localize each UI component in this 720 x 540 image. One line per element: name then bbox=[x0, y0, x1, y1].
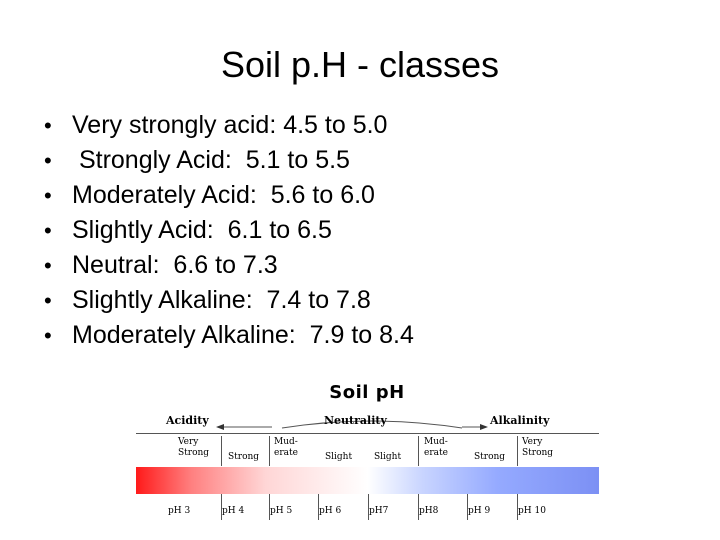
ph-gradient-bar bbox=[136, 467, 599, 494]
class-tick bbox=[517, 436, 518, 466]
ph-tick bbox=[368, 494, 369, 520]
class-label: Very Strong bbox=[522, 437, 554, 458]
list-item: • Neutral: 6.6 to 7.3 bbox=[44, 248, 414, 283]
class-label: Mud- erate bbox=[424, 437, 448, 458]
bullet-icon: • bbox=[44, 148, 52, 173]
class-tick bbox=[269, 436, 270, 466]
ph-label: pH 5 bbox=[270, 506, 293, 516]
class-tick bbox=[221, 436, 222, 466]
list-item: • Very strongly acid: 4.5 to 5.0 bbox=[44, 108, 414, 143]
bullet-icon: • bbox=[44, 253, 52, 278]
class-label: Strong bbox=[474, 452, 506, 462]
figure-title: Soil pH bbox=[329, 382, 405, 403]
alkalinity-label: Alkalinity bbox=[490, 414, 550, 427]
acidity-label: Acidity bbox=[166, 414, 209, 427]
list-item: • Strongly Acid: 5.1 to 5.5 bbox=[44, 143, 414, 178]
ph-tick bbox=[467, 494, 468, 520]
class-label: Strong bbox=[228, 452, 260, 462]
bullet-icon: • bbox=[44, 218, 52, 243]
bullet-icon: • bbox=[44, 323, 52, 348]
class-label: Slight bbox=[325, 452, 353, 462]
category-arrows bbox=[216, 420, 488, 430]
ph-tick bbox=[269, 494, 270, 520]
ph-tick bbox=[318, 494, 319, 520]
class-tick bbox=[418, 436, 419, 466]
ph-label: pH 6 bbox=[319, 506, 342, 516]
bullet-icon: • bbox=[44, 113, 52, 138]
ph-label: pH 4 bbox=[222, 506, 245, 516]
ph-label: pH8 bbox=[419, 506, 439, 516]
class-label: Slight bbox=[374, 452, 402, 462]
ph-label: pH7 bbox=[369, 506, 389, 516]
bullet-icon: • bbox=[44, 183, 52, 208]
bullet-icon: • bbox=[44, 288, 52, 313]
soil-ph-scale-figure: Soil pH Acidity Neutrality Alkalinity Ve… bbox=[132, 380, 602, 530]
list-item: • Moderately Alkaline: 7.9 to 8.4 bbox=[44, 318, 414, 353]
acidity-arrowhead bbox=[216, 424, 224, 430]
list-item: • Slightly Acid: 6.1 to 6.5 bbox=[44, 213, 414, 248]
ph-label: pH 10 bbox=[518, 506, 546, 516]
list-item: • Moderately Acid: 5.6 to 6.0 bbox=[44, 178, 414, 213]
slide-title: Soil p.H - classes bbox=[220, 44, 500, 85]
ph-label: pH 9 bbox=[468, 506, 491, 516]
neutrality-arc bbox=[281, 420, 463, 429]
ph-label: pH 3 bbox=[168, 506, 191, 516]
class-label: Mud- erate bbox=[274, 437, 298, 458]
ph-class-list: • Very strongly acid: 4.5 to 5.0 • Strong… bbox=[44, 108, 414, 353]
alkalinity-arrowhead bbox=[480, 424, 488, 430]
neutrality-label: Neutrality bbox=[324, 414, 387, 427]
class-divider-line bbox=[136, 433, 599, 434]
ph-tick bbox=[517, 494, 518, 520]
list-item: • Slightly Alkaline: 7.4 to 7.8 bbox=[44, 283, 414, 318]
ph-tick bbox=[221, 494, 222, 520]
ph-tick bbox=[418, 494, 419, 520]
class-label: Very Strong bbox=[178, 437, 210, 458]
